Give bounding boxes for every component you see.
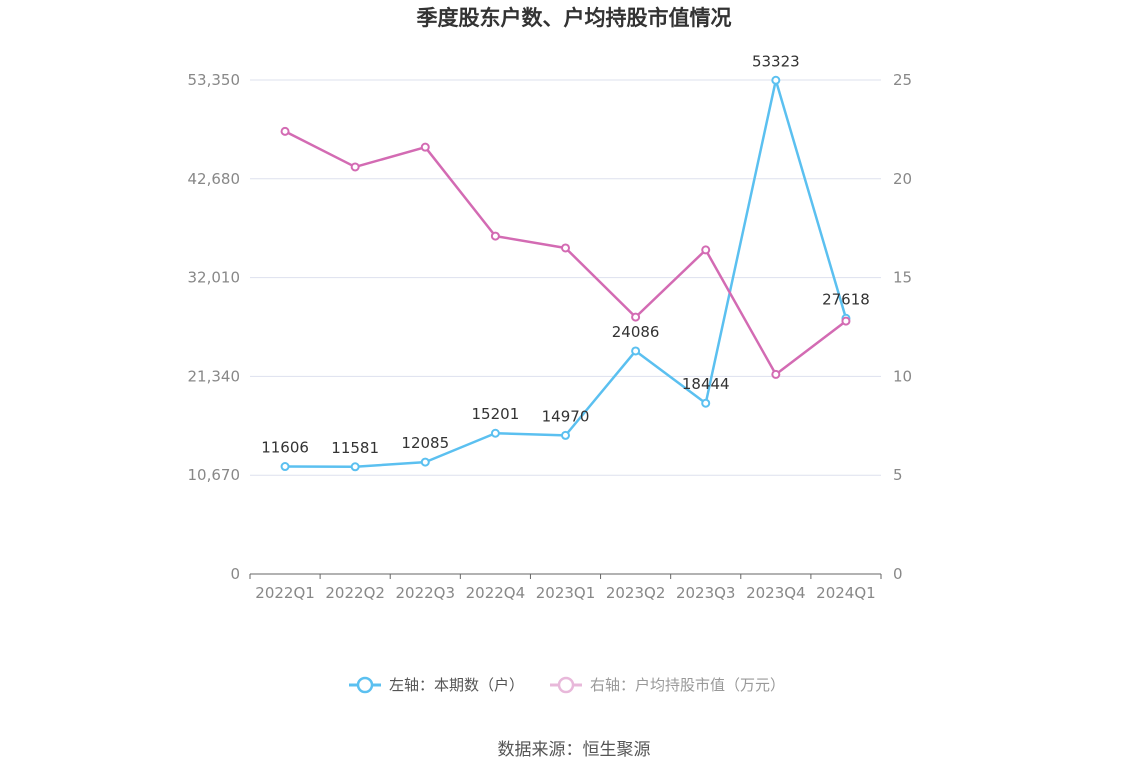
series-right-point xyxy=(490,231,500,241)
series-left-point xyxy=(490,428,500,438)
right-y-axis: 0 5 10 15 20 25 xyxy=(893,71,912,583)
legend-item-left[interactable]: 左轴：本期数（户） xyxy=(349,676,524,694)
data-label: 53323 xyxy=(752,52,800,70)
series-right-point xyxy=(841,316,851,326)
series-right-point xyxy=(701,245,711,255)
data-label: 11606 xyxy=(261,439,309,457)
x-tick-label: 2022Q3 xyxy=(396,584,456,602)
left-y-tick-label: 21,340 xyxy=(188,367,241,385)
data-label: 18444 xyxy=(682,375,730,393)
x-tick-label: 2023Q1 xyxy=(536,584,596,602)
legend: 左轴：本期数（户） 右轴：户均持股市值（万元） xyxy=(349,676,785,694)
x-tick-label: 2022Q4 xyxy=(466,584,526,602)
left-y-tick-label: 53,350 xyxy=(188,71,241,89)
series-right-point xyxy=(350,162,360,172)
series-right-point xyxy=(561,243,570,253)
x-tick-label: 2022Q1 xyxy=(255,584,315,602)
legend-right-marker xyxy=(557,676,575,694)
series-left-point xyxy=(350,462,360,472)
right-y-tick-label: 20 xyxy=(893,170,912,188)
left-y-tick-label: 10,670 xyxy=(188,466,241,484)
series-right xyxy=(280,126,851,379)
x-tick-label: 2022Q2 xyxy=(325,584,385,602)
series-left-point xyxy=(420,457,430,467)
x-tick-label: 2024Q1 xyxy=(816,584,876,602)
data-label: 15201 xyxy=(472,405,520,423)
legend-item-right[interactable]: 右轴：户均持股市值（万元） xyxy=(550,676,785,694)
series-left xyxy=(280,75,851,472)
data-label: 12085 xyxy=(401,434,449,452)
series-right-point xyxy=(420,142,430,152)
legend-left-marker xyxy=(356,676,374,694)
data-labels: 11606 11581 12085 15201 14970 24086 18444 53323… xyxy=(261,52,870,457)
data-label: 24086 xyxy=(612,323,660,341)
left-y-tick-label: 0 xyxy=(230,565,240,583)
series-right-point xyxy=(771,369,781,379)
legend-right-label: 右轴：户均持股市值（万元） xyxy=(590,676,785,694)
series-left-point xyxy=(561,430,570,440)
data-label: 14970 xyxy=(542,407,590,425)
data-source: 数据来源：恒生聚源 xyxy=(498,740,651,760)
left-y-axis: 0 10,670 21,340 32,010 42,680 53,350 xyxy=(188,71,241,583)
series-left-point xyxy=(771,75,781,85)
right-y-tick-label: 15 xyxy=(893,269,912,287)
data-label: 27618 xyxy=(822,290,870,308)
x-tick-label: 2023Q4 xyxy=(746,584,806,602)
right-y-tick-label: 10 xyxy=(893,367,912,385)
left-y-tick-label: 42,680 xyxy=(188,170,241,188)
series-right-point xyxy=(280,126,290,136)
series-left-point xyxy=(280,462,290,472)
legend-left-label: 左轴：本期数（户） xyxy=(389,676,524,694)
series-right-point xyxy=(631,312,641,322)
x-axis: 2022Q1 2022Q2 2022Q3 2022Q4 2023Q1 2023Q2 2023… xyxy=(249,573,882,602)
series-left-point xyxy=(701,398,711,408)
data-label: 11581 xyxy=(331,439,379,457)
right-y-tick-label: 0 xyxy=(893,565,903,583)
x-tick-label: 2023Q2 xyxy=(606,584,666,602)
chart-title: 季度股东户数、户均持股市值情况 xyxy=(417,6,732,30)
series-left-point xyxy=(631,346,641,356)
series-right-line xyxy=(284,130,847,376)
right-y-tick-label: 25 xyxy=(893,71,912,89)
right-y-tick-label: 5 xyxy=(893,466,903,484)
left-y-tick-label: 32,010 xyxy=(188,269,241,287)
x-tick-label: 2023Q3 xyxy=(676,584,736,602)
